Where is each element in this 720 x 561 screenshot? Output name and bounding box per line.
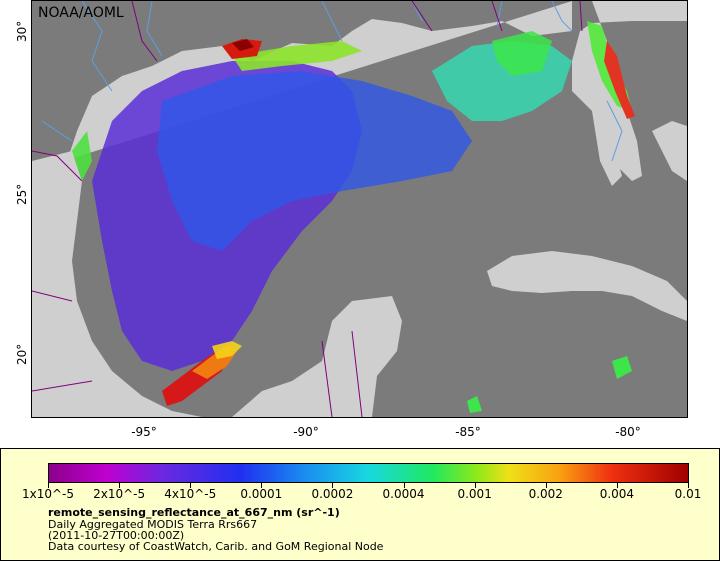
cuba xyxy=(487,251,687,321)
colorbar-tick-label: 0.0002 xyxy=(311,487,354,501)
colorbar-tick-label: 4x10^-5 xyxy=(164,487,217,501)
lon-tick-80: -80° xyxy=(615,425,641,439)
mississippi-dark xyxy=(232,39,254,51)
bahamas xyxy=(652,121,687,181)
colorbar-tick-mark xyxy=(190,483,192,488)
colorbar-tick-label: 0.01 xyxy=(674,487,702,501)
upper-shelf-yellow xyxy=(232,41,362,71)
central-blue-swath xyxy=(157,71,472,251)
colorbar-tick-mark xyxy=(261,483,263,488)
texas-coast-green xyxy=(72,131,92,181)
isolated-green-2 xyxy=(467,396,482,413)
lat-tick-25: 25° xyxy=(15,183,29,205)
lat-tick-20: 20° xyxy=(15,343,29,365)
lon-tick-95: -95° xyxy=(131,425,157,439)
isolated-green-1 xyxy=(612,356,632,379)
colorbar-tick-label: 0.002 xyxy=(528,487,563,501)
border-layer xyxy=(32,1,583,417)
colorbar-tick-mark xyxy=(688,483,689,488)
source-credit: Data courtesy of CoastWatch, Carib. and … xyxy=(48,540,384,553)
colorbar-tick-label: 0.0001 xyxy=(240,487,283,501)
lat-tick-30: 30° xyxy=(15,20,29,42)
colorbar-tick-label: 2x10^-5 xyxy=(93,487,146,501)
reflectance-layer xyxy=(72,21,635,413)
map-canvas xyxy=(32,1,687,417)
lon-tick-90: -90° xyxy=(293,425,319,439)
colorbar-tick-mark xyxy=(545,483,547,488)
florida-tip xyxy=(592,111,622,186)
colorbar-tick-label: 0.0004 xyxy=(382,487,425,501)
colorbar-tick-label: 1x10^-5 xyxy=(21,487,75,501)
mexico-west xyxy=(32,151,202,417)
colorbar-tick-mark xyxy=(474,483,476,488)
legend-panel: 1x10^-5 2x10^-5 4x10^-5 0.0001 0.0002 0.0004 0… xyxy=(0,448,720,561)
colorbar-tick-mark xyxy=(48,483,49,488)
time-stamp: (2011-10-27T00:00:00Z) xyxy=(48,529,185,542)
lon-tick-85: -85° xyxy=(455,425,481,439)
yucatan-peninsula xyxy=(232,296,402,417)
east-green-patch xyxy=(492,31,552,76)
colorbar-tick-label: 0.001 xyxy=(457,487,492,501)
campeche-yellow xyxy=(212,341,242,359)
colorbar xyxy=(48,463,689,483)
colorbar-tick-mark xyxy=(332,483,334,488)
product-name: Daily Aggregated MODIS Terra Rrs667 xyxy=(48,518,258,531)
data-credit-label: NOAA/AOML xyxy=(38,5,124,21)
florida-red xyxy=(604,41,635,119)
colorbar-tick-mark xyxy=(403,483,405,488)
colorbar-tick-mark xyxy=(119,483,121,488)
map-panel[interactable]: NOAA/AOML xyxy=(31,0,688,418)
colorbar-tick-mark xyxy=(616,483,618,488)
river-layer xyxy=(41,1,623,162)
colorbar-tick-label: 0.004 xyxy=(599,487,635,501)
variable-name: remote_sensing_reflectance_at_667_nm (sr… xyxy=(48,506,340,519)
